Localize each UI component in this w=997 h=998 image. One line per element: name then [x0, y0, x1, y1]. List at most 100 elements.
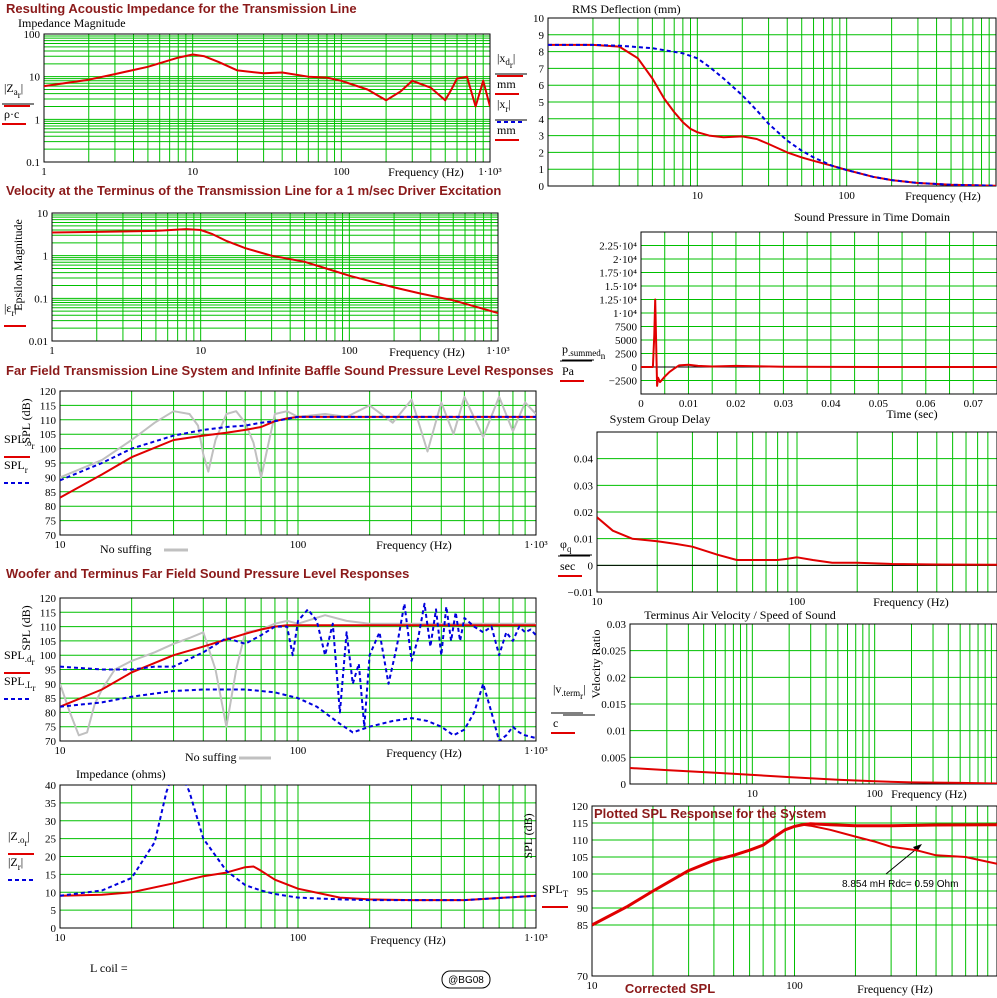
plotted-system-spl-plot-frame	[591, 805, 997, 977]
time-domain-series-group	[641, 298, 997, 387]
farfield-spl-series-0-line	[60, 395, 536, 479]
woofer-terminus-spl-y-tick-label: 100	[40, 650, 57, 662]
group-delay-x-tick-label: 100	[789, 596, 806, 608]
plotted-system-spl-y-tick-label: 90	[577, 903, 589, 915]
woofer-terminus-spl-y-axis-expr: SPL.dr	[4, 648, 34, 667]
rms-deflection-y-tick-label: 7	[539, 63, 545, 75]
farfield-spl-y-axis-expr: SPL.or	[4, 432, 34, 451]
farfield-spl-y-tick-label: 85	[45, 487, 57, 499]
acoustic-impedance-x-tick-label: 100	[333, 166, 350, 178]
terminus-velocity-y-axis-expr: |εr|	[4, 301, 17, 318]
terminus-velocity-chart: 1 10 100 1·10³ 0.01 0.1 1 10 Frequency (Hz) Epsil…	[4, 208, 510, 359]
terminus-velocity-series-group	[52, 228, 498, 315]
terminus-air-velocity-title: Terminus Air Velocity / Speed of Sound	[644, 608, 836, 622]
farfield-spl-y-tick-label: 90	[45, 472, 57, 484]
plotted-system-spl-series-0-line	[592, 822, 997, 927]
farfield-spl-y-tick-label: 95	[45, 458, 57, 470]
plotted-system-spl-series-1-line	[794, 823, 997, 865]
plotted-system-spl-title: Plotted SPL Response for the System	[594, 806, 826, 821]
farfield-section-title: Far Field Transmission Line System and I…	[6, 363, 554, 378]
plotted-system-spl-series-group	[592, 822, 997, 927]
rms-deflection-series-group	[548, 43, 996, 186]
electrical-impedance-y-tick-label: 5	[51, 905, 57, 917]
farfield-spl-x-tick-label: 100	[290, 539, 307, 551]
plotted-system-spl-y-tick-label: 110	[572, 835, 589, 847]
time-domain-y-tick-label: 1.5·10⁴	[605, 281, 637, 293]
farfield-spl-x-tick-label: 1·10³	[524, 539, 548, 551]
electrical-impedance-y-tick-label: 0	[51, 923, 57, 935]
acoustic-impedance-x-tick-label: 1·10³	[478, 166, 502, 178]
group-delay-y-tick-label: 0.04	[574, 454, 594, 466]
time-domain-y-tick-label: 1.25·10⁴	[599, 295, 637, 307]
terminus-velocity-x-tick-label: 1	[49, 345, 55, 357]
acoustic-impedance-series-0-line	[44, 53, 490, 108]
rms-deflection-y-tick-label: 9	[539, 30, 545, 42]
woofer-section-title: Woofer and Terminus Far Field Sound Pres…	[6, 566, 409, 581]
terminus-velocity-x-grid	[96, 213, 492, 341]
woofer-terminus-spl-series-2-line	[60, 602, 536, 728]
time-domain-y-tick-label: 5000	[615, 335, 638, 347]
electrical-impedance-y-tick-label: 15	[45, 869, 57, 881]
terminus-air-velocity-series-group	[630, 767, 997, 784]
terminus-air-velocity-y-axis-expr: c	[553, 716, 558, 730]
acoustic-impedance-y-grid	[44, 35, 490, 150]
farfield-spl-plot-frame	[59, 390, 537, 536]
acoustic-impedance-y-tick-label: 1	[35, 114, 41, 126]
time-domain-x-tick-label: 0.07	[964, 398, 984, 410]
rms-deflection-x-tick-label: 10	[692, 190, 704, 202]
rms-deflection-y-tick-label: 5	[539, 97, 545, 109]
farfield-spl-x-tick-label: 10	[55, 539, 67, 551]
group-delay-y-tick-label: 0.03	[574, 480, 594, 492]
woofer-terminus-spl-y-tick-label: 90	[45, 679, 57, 691]
group-delay-y-axis-expr: sec	[560, 559, 575, 573]
time-domain-series-0-line	[641, 298, 997, 387]
woofer-terminus-spl-series-group	[60, 602, 536, 741]
acoustic-impedance-title: Impedance Magnitude	[18, 16, 126, 30]
terminus-air-velocity-y-tick-label: 0	[621, 779, 627, 791]
plotted-system-spl-y-tick-label: 100	[572, 869, 589, 881]
group-delay-y-axis-expr: φq	[560, 537, 572, 554]
woofer-terminus-spl-chart: 10 100 1·10³ 70 75 80 85 90 95 100 105 110 115 120 Fre…	[4, 593, 548, 764]
group-delay-plot-frame	[596, 431, 997, 593]
plotted-system-spl-y-tick-label: 115	[572, 818, 589, 830]
time-domain-x-tick-label: 0.03	[774, 398, 794, 410]
rms-deflection-y-axis-expr: |xr|	[497, 97, 511, 114]
time-domain-y-tick-label: 1.75·10⁴	[599, 268, 637, 280]
terminus-velocity-x-axis-label: Frequency (Hz)	[389, 345, 465, 359]
rms-deflection-y-tick-label: 8	[539, 47, 545, 59]
terminus-velocity-series-0-line	[52, 228, 498, 315]
woofer-terminus-spl-y-tick-label: 115	[40, 607, 57, 619]
time-domain-x-tick-label: 0.05	[869, 398, 889, 410]
terminus-air-velocity-series-0-line	[630, 767, 997, 784]
rms-deflection-x-tick-label: 100	[838, 190, 855, 202]
farfield-spl-y-tick-label: 110	[40, 415, 57, 427]
plotted-system-spl-y-axis-expr: SPLT	[542, 882, 569, 899]
acoustic-impedance-x-axis-label: Frequency (Hz)	[388, 165, 464, 179]
group-delay-x-tick-label: 10	[592, 596, 604, 608]
woofer-terminus-spl-y-tick-label: 120	[40, 593, 57, 605]
acoustic-impedance-x-grid	[88, 34, 484, 162]
plotted-system-spl-annotation: 8.854 mH Rdc= 0.59 Ohm	[842, 879, 958, 890]
electrical-impedance-x-axis-label: Frequency (Hz)	[370, 933, 446, 947]
acoustic-impedance-plot-frame	[43, 33, 491, 163]
time-domain-y-tick-label: 2500	[615, 349, 638, 361]
acoustic-impedance-series-group	[44, 53, 490, 108]
acoustic-impedance-y-axis-expr: ρ·c	[4, 107, 19, 121]
electrical-impedance-plot-frame	[59, 784, 537, 929]
woofer-terminus-spl-y-tick-label: 75	[45, 722, 57, 734]
plotted-system-spl-x-axis-label: Frequency (Hz)	[857, 982, 933, 996]
woofer-terminus-spl-legend-label: No suffing	[185, 750, 236, 764]
time-domain-x-axis-label: Time (sec)	[886, 407, 937, 421]
terminus-air-velocity-y-tick-label: 0.025	[601, 646, 626, 658]
electrical-impedance-y-tick-label: 40	[45, 780, 57, 792]
terminus-air-velocity-y-tick-label: 0.015	[601, 699, 626, 711]
farfield-spl-x-axis-label: Frequency (Hz)	[376, 538, 452, 552]
time-domain-y-tick-label: −2500	[609, 376, 638, 388]
farfield-spl-y-grid	[60, 404, 536, 522]
electrical-impedance-y-tick-label: 10	[45, 887, 57, 899]
farfield-spl-y-tick-label: 105	[40, 429, 57, 441]
time-domain-y-tick-label: 1·10⁴	[613, 308, 637, 320]
farfield-spl-y-tick-label: 120	[40, 386, 57, 398]
rms-deflection-y-grid	[548, 34, 996, 170]
electrical-impedance-y-axis-expr: |Zr|	[8, 855, 23, 872]
